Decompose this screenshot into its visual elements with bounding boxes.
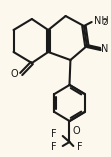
Text: N: N xyxy=(101,44,108,54)
Text: NH: NH xyxy=(94,16,108,26)
Text: F: F xyxy=(51,129,57,139)
Text: O: O xyxy=(72,126,80,136)
Text: 2: 2 xyxy=(102,18,107,27)
Text: F: F xyxy=(77,142,83,152)
Text: F: F xyxy=(51,142,57,152)
Text: O: O xyxy=(11,69,18,79)
